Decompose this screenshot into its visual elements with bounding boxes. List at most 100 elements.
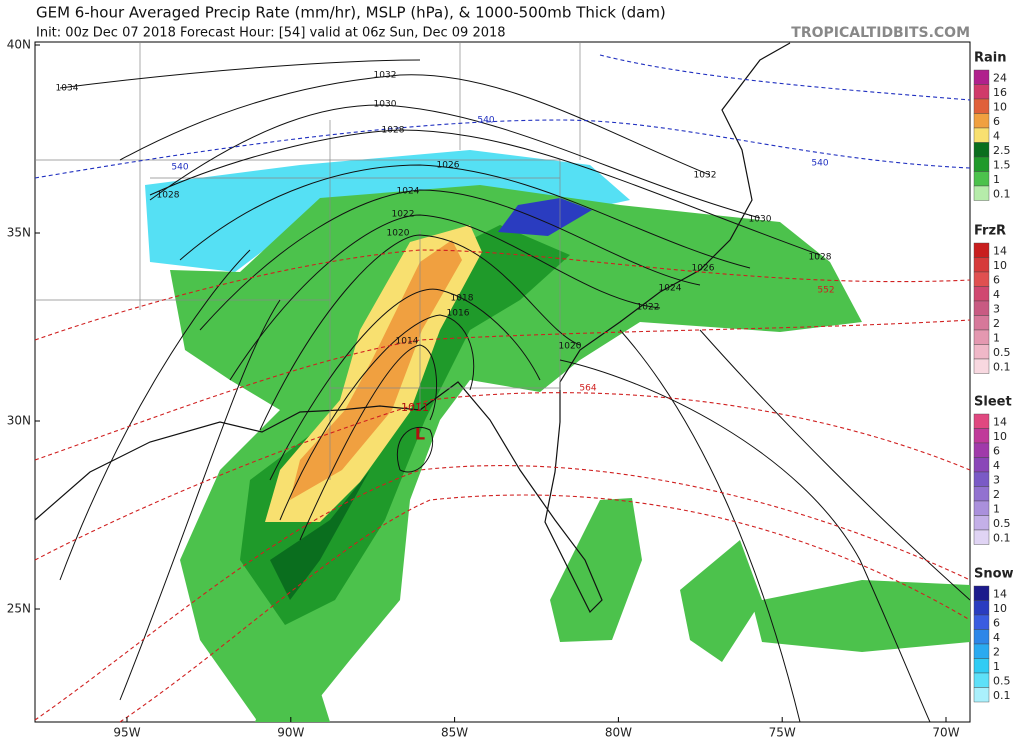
legend-swatch: [973, 442, 990, 458]
legend-swatch: [973, 329, 990, 345]
lat-label: 35N: [7, 226, 31, 240]
legend-swatch: [973, 428, 990, 444]
rain-area-heavy: [270, 470, 370, 600]
legend-swatch: [973, 98, 990, 114]
isobar-label: 1026: [437, 161, 460, 171]
isobar-label: 1020: [387, 229, 410, 239]
legend-swatch: [973, 358, 990, 374]
snow-area: [145, 150, 630, 272]
legend-swatch: [973, 457, 990, 473]
legend-label: 0.1: [993, 531, 1011, 544]
legends: Rain241610642.51.510.1FrzR1410643210.50.…: [973, 51, 1014, 703]
legend-label: 0.1: [993, 360, 1011, 373]
state-borders: [35, 42, 581, 480]
isobar-label: 1016: [447, 309, 470, 319]
legend-label: 6: [993, 616, 1000, 629]
rain-area-south: [255, 680, 330, 722]
rain-area: [170, 185, 862, 722]
isobar-label: 1028: [809, 253, 832, 263]
rain-area-atlantic: [752, 580, 970, 652]
rain-area-bahamas: [680, 540, 762, 662]
legend-swatch: [973, 585, 990, 601]
legend-swatch: [973, 271, 990, 287]
credit: TROPICALTIDBITS.COM: [791, 25, 970, 41]
isobar-label: 1014: [396, 337, 419, 347]
snow-area-heavy: [498, 198, 592, 236]
legend-label: 6: [993, 273, 1000, 286]
legend-swatch: [973, 185, 990, 201]
legend-swatch: [973, 658, 990, 674]
legend-swatch: [973, 413, 990, 429]
legend-title: Snow: [974, 567, 1014, 582]
legend-label: 0.1: [993, 689, 1011, 702]
legend-swatch: [973, 600, 990, 616]
legend-label: 1: [993, 502, 1000, 515]
legend-label: 14: [993, 587, 1007, 600]
isobar-label: 1022: [392, 210, 415, 220]
legend-label: 1.5: [993, 158, 1011, 171]
lon-label: 90W: [277, 726, 304, 740]
legend-label: 4: [993, 288, 1000, 301]
legend-label: 2: [993, 488, 1000, 501]
legend-label: 1: [993, 660, 1000, 673]
legend-swatch: [973, 315, 990, 331]
legend-label: 24: [993, 71, 1007, 84]
lon-label: 80W: [605, 726, 632, 740]
legend-label: 2: [993, 317, 1000, 330]
legend-label: 4: [993, 459, 1000, 472]
thickness-label: 564: [579, 384, 596, 394]
isobar-label: 1034: [56, 84, 79, 94]
thickness-label: 552: [817, 286, 834, 296]
legend-swatch: [973, 142, 990, 158]
legend-title: Sleet: [974, 395, 1012, 410]
isobars: [59, 59, 971, 723]
legend-label: 2.5: [993, 144, 1011, 157]
legend-swatch: [973, 113, 990, 129]
legend-swatch: [973, 471, 990, 487]
legend-label: 3: [993, 473, 1000, 486]
legend-swatch: [973, 156, 990, 172]
isobar-label: 1032: [694, 171, 717, 181]
isobar-label: 1030: [749, 215, 772, 225]
legend-label: 1: [993, 173, 1000, 186]
legend-swatch: [973, 486, 990, 502]
isobar-label: 1018: [451, 294, 474, 304]
rain-area-florida: [550, 498, 642, 642]
legend-swatch: [973, 84, 990, 100]
thickness-label: 540: [811, 159, 828, 169]
legend-swatch: [973, 500, 990, 516]
lat-label: 30N: [7, 414, 31, 428]
legend-swatch: [973, 127, 990, 143]
legend-swatch: [973, 529, 990, 545]
legend-label: 1: [993, 331, 1000, 344]
isobar-label: 1032: [374, 71, 397, 81]
legend-swatch: [973, 643, 990, 659]
thickness-label: 540: [477, 116, 494, 126]
rain-area-orange: [290, 240, 462, 500]
lon-label: 95W: [113, 726, 140, 740]
legend-label: 0.5: [993, 517, 1011, 530]
legend-title: Rain: [974, 51, 1007, 66]
legend-label: 6: [993, 444, 1000, 457]
legend-label: 0.5: [993, 346, 1011, 359]
isobar-label: 1020: [559, 342, 582, 352]
legend-swatch: [973, 69, 990, 85]
labels: 40N 35N 30N 25N 95W 90W 85W 80W 75W 70W 1034 1032 10…: [7, 38, 960, 740]
isobar-label: 1022: [637, 303, 660, 313]
legend-swatch: [973, 242, 990, 258]
legend-label: 4: [993, 631, 1000, 644]
lon-label: 85W: [441, 726, 468, 740]
low-symbol: L: [415, 425, 425, 444]
title: GEM 6-hour Averaged Precip Rate (mm/hr),…: [36, 4, 666, 22]
legend-label: 0.1: [993, 187, 1011, 200]
legend-label: 10: [993, 602, 1007, 615]
legend-swatch: [973, 687, 990, 703]
lon-label: 75W: [769, 726, 796, 740]
isobar-label: 1028: [382, 126, 405, 136]
lon-label: 70W: [932, 726, 959, 740]
legend-swatch: [973, 286, 990, 302]
legend-swatch: [973, 344, 990, 360]
isobar-label: 1026: [692, 264, 715, 274]
lat-label: 25N: [7, 602, 31, 616]
